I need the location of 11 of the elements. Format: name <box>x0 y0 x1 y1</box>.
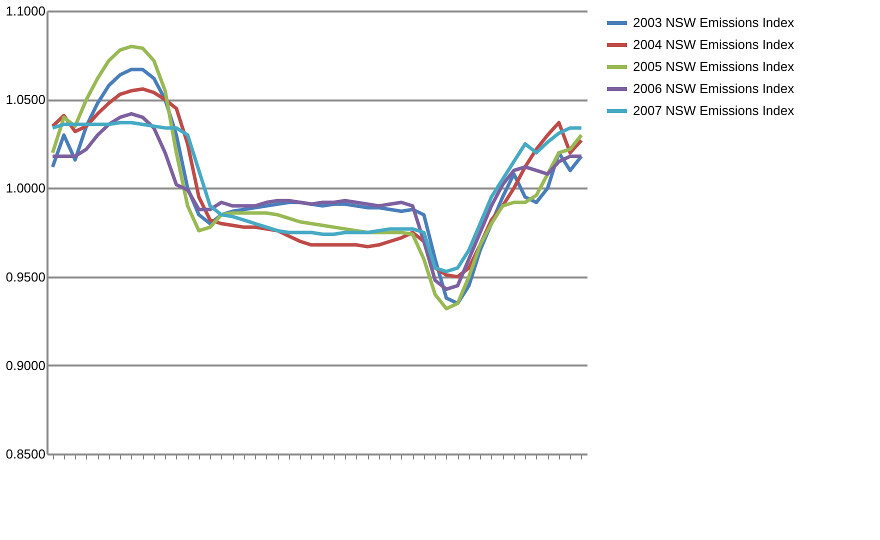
y-tick-label: 1.0500 <box>6 92 46 108</box>
y-tick-label: 1.1000 <box>6 4 46 18</box>
y-tick-label: 0.9000 <box>6 358 46 373</box>
legend-label: 2004 NSW Emissions Index <box>633 37 795 52</box>
legend-label: 2005 NSW Emissions Index <box>633 59 795 74</box>
legend-label: 2007 NSW Emissions Index <box>633 103 795 118</box>
y-tick-label: 0.8500 <box>6 446 46 462</box>
y-tick-label: 1.0000 <box>6 180 46 196</box>
y-tick-label: 0.9500 <box>6 269 46 284</box>
legend-label: 2006 NSW Emissions Index <box>633 81 795 96</box>
legend-label: 2003 NSW Emissions Index <box>633 15 795 30</box>
